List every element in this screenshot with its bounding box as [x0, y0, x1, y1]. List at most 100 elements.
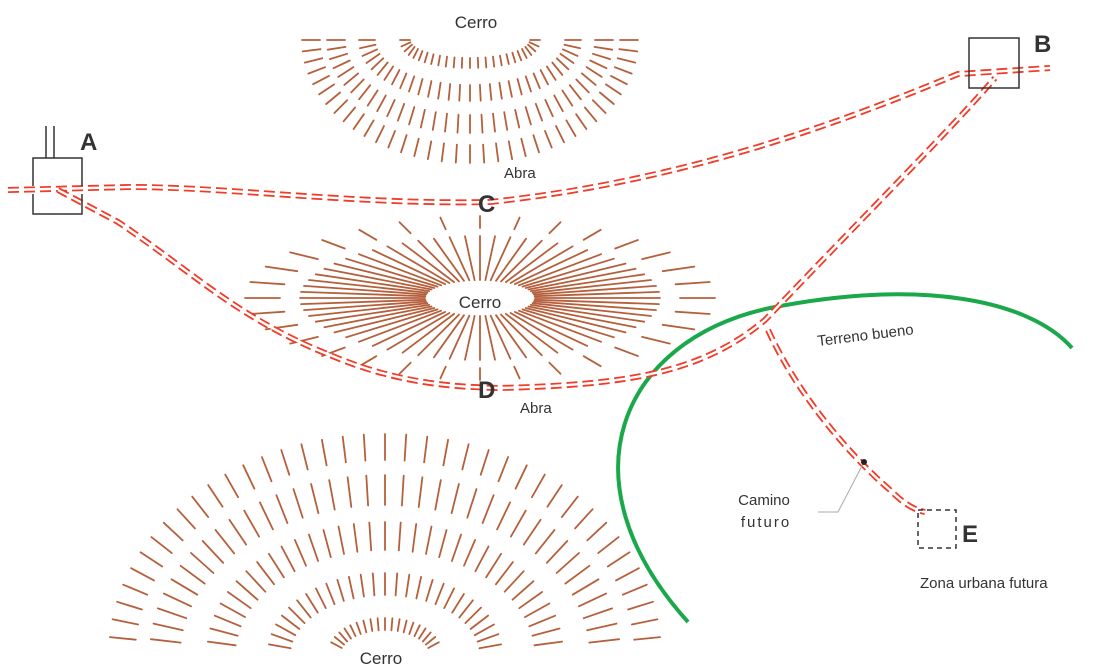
- hachure-stroke: [418, 627, 427, 640]
- hachure-stroke: [610, 75, 628, 86]
- hachure-stroke: [516, 78, 523, 96]
- hachure-stroke: [275, 623, 297, 637]
- hachure-stroke: [437, 54, 441, 67]
- hachure-stroke: [568, 84, 582, 101]
- hachure-stroke: [111, 618, 140, 626]
- hachure-stroke: [481, 494, 495, 524]
- hill-hachures: [109, 39, 716, 650]
- hachure-stroke: [432, 314, 465, 359]
- hill-bottom-label: Cerro: [360, 649, 403, 668]
- hachure-stroke: [342, 106, 357, 123]
- hachure-stroke: [529, 303, 646, 323]
- hachure-stroke: [627, 600, 654, 611]
- hachure-stroke: [376, 94, 387, 113]
- hachure-stroke: [559, 53, 575, 64]
- hachure-stroke: [614, 239, 639, 250]
- hachure-stroke: [303, 284, 428, 296]
- hachure-stroke: [264, 323, 299, 331]
- hachure-stroke: [358, 228, 378, 241]
- hachure-stroke: [480, 113, 484, 134]
- hachure-stroke: [674, 281, 711, 286]
- future-urban-zone-label: Zona urbana futura: [920, 575, 1048, 592]
- hachure-stroke: [463, 539, 477, 567]
- hachure-stroke: [582, 228, 602, 241]
- hachure-stroke: [518, 309, 602, 343]
- hachure-stroke: [355, 621, 362, 635]
- hachure-stroke: [521, 48, 528, 59]
- hachure-stroke: [586, 622, 618, 632]
- hachure-stroke: [352, 113, 365, 130]
- road-center-gap: [766, 329, 926, 514]
- hachure-stroke: [371, 572, 376, 597]
- hachure-stroke: [434, 479, 442, 511]
- hachure-stroke: [563, 43, 581, 50]
- hachure-stroke: [399, 72, 408, 90]
- good-terrain-label: Terreno bueno: [816, 321, 914, 350]
- hachure-stroke: [391, 69, 401, 86]
- hachure-stroke: [545, 540, 569, 564]
- hachure-stroke: [564, 564, 591, 585]
- hachure-stroke: [582, 355, 602, 368]
- hachure-stroke: [531, 302, 652, 317]
- hachure-stroke: [139, 551, 164, 568]
- hachure-stroke: [402, 619, 408, 634]
- hachure-stroke: [489, 236, 512, 282]
- hachure-stroke: [207, 484, 224, 508]
- hachure-stroke: [464, 606, 482, 624]
- hachure-stroke: [544, 99, 554, 118]
- hachure-stroke: [400, 134, 408, 154]
- hachure-stroke: [448, 314, 471, 360]
- hachure-stroke: [150, 536, 173, 554]
- hachure-stroke: [365, 474, 370, 507]
- hachure-stroke: [474, 545, 490, 573]
- hachure-stroke: [336, 579, 345, 602]
- hachure-stroke: [318, 83, 336, 96]
- hachure-stroke: [328, 479, 336, 511]
- hachure-stroke: [548, 361, 562, 375]
- hachure-stroke: [312, 75, 330, 86]
- hachure-stroke: [267, 643, 292, 650]
- hachure-stroke: [288, 606, 306, 624]
- point-a-marker: [32, 126, 83, 215]
- point-c-label: C: [478, 191, 495, 218]
- hachure-stroke: [401, 242, 456, 284]
- hachure-stroke: [201, 540, 225, 564]
- hachure-stroke: [314, 587, 327, 609]
- hachure-stroke: [417, 239, 460, 283]
- hachure-stroke: [130, 567, 155, 582]
- hachure-stroke: [403, 43, 413, 53]
- hachure-stroke: [333, 636, 346, 646]
- point-e-marker: [917, 509, 957, 549]
- hachure-stroke: [514, 109, 521, 129]
- hachure-stroke: [532, 72, 541, 90]
- hachure-stroke: [425, 579, 434, 602]
- hachure-stroke: [484, 56, 488, 69]
- hachure-stroke: [427, 80, 433, 98]
- hachure-stroke: [346, 476, 353, 508]
- hachure-stroke: [300, 443, 309, 471]
- hachure-stroke: [533, 284, 657, 296]
- hachure-stroke: [293, 539, 307, 567]
- hachure-stroke: [427, 641, 440, 649]
- hachure-stroke: [243, 509, 261, 538]
- hachure-stroke: [264, 265, 299, 273]
- hachure-stroke: [209, 627, 239, 637]
- pass-upper-label: Abra: [504, 165, 536, 182]
- hachure-stroke: [328, 52, 349, 60]
- hachure-stroke: [504, 242, 559, 284]
- hachure-stroke: [432, 237, 465, 282]
- hachure-stroke: [484, 235, 496, 282]
- hachure-stroke: [383, 65, 395, 81]
- hachure-stroke: [641, 251, 671, 261]
- hachure-stroke: [641, 335, 671, 345]
- hachure-stroke: [213, 614, 242, 628]
- hachure-stroke: [370, 57, 385, 71]
- hachure-stroke: [162, 521, 184, 542]
- hachure-stroke: [514, 249, 589, 286]
- hachure-stroke: [529, 273, 646, 293]
- hachure-stroke: [365, 53, 381, 64]
- hachure-stroke: [249, 281, 286, 286]
- hachure-stroke: [386, 245, 451, 284]
- hachure-stroke: [439, 365, 447, 380]
- hachure-stroke: [447, 83, 452, 101]
